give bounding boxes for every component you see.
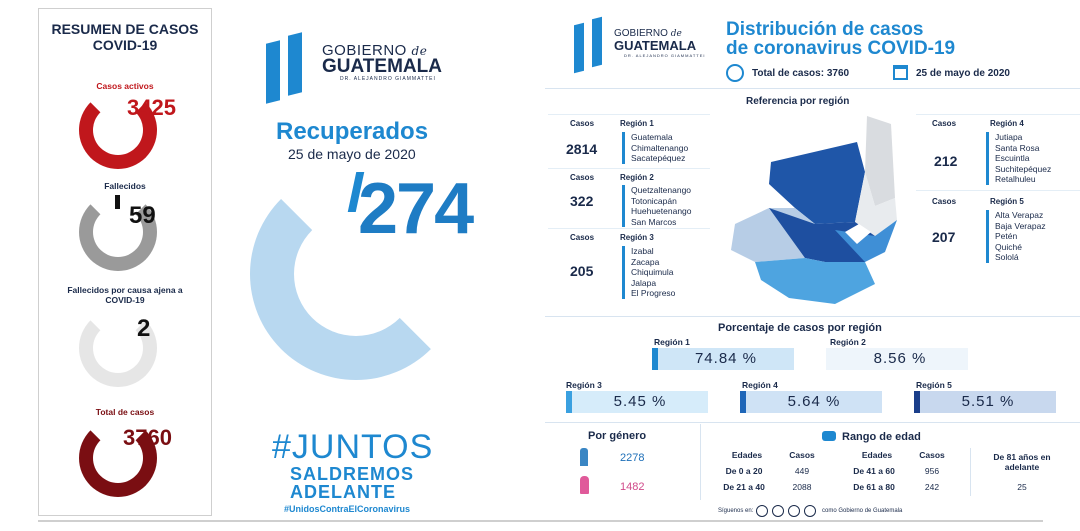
region-4-cases: 212 bbox=[934, 153, 958, 169]
genero-title: Por género bbox=[588, 430, 647, 442]
guatemala-map bbox=[731, 116, 897, 304]
pct-label-5: Región 5 bbox=[916, 380, 952, 390]
divider bbox=[545, 88, 1080, 89]
adelante-text: ADELANTE bbox=[290, 482, 396, 502]
map-lake bbox=[845, 224, 871, 244]
follow-label: Síguenos en: bbox=[718, 508, 754, 514]
recuperados-title: Recuperados bbox=[276, 118, 429, 145]
edad-title: Rango de edad bbox=[842, 431, 921, 443]
region-3-block: Casos 205 Región 3 Izabal Zacapa Chiquim… bbox=[548, 228, 710, 302]
divider-age bbox=[970, 448, 971, 496]
map-region-1 bbox=[769, 208, 875, 262]
juntos-hashtag: #JUNTOS bbox=[272, 428, 434, 466]
region-2-cases: 322 bbox=[570, 193, 594, 209]
region-4-block: Casos 212 Región 4 Jutiapa Santa Rosa Es… bbox=[916, 114, 1080, 190]
map-region-3 bbox=[835, 220, 897, 262]
region-4-deps: Jutiapa Santa Rosa Escuintla Suchitepéqu… bbox=[986, 132, 1051, 185]
total-cases-label: Total de casos: 3760 bbox=[752, 68, 850, 79]
pct-label-1: Región 1 bbox=[654, 337, 690, 347]
footer-hashtag: #UnidosContraElCoronavirus bbox=[284, 504, 411, 514]
facebook-icon[interactable] bbox=[756, 505, 768, 517]
twitter-icon[interactable] bbox=[772, 505, 784, 517]
map-region-north bbox=[855, 172, 897, 236]
activos-label: Casos activos bbox=[96, 81, 154, 91]
pct-title: Porcentaje de casos por región bbox=[718, 322, 882, 334]
follow-handle: como Gobierno de Guatemala bbox=[822, 508, 903, 514]
divider-2 bbox=[545, 316, 1080, 317]
female-count: 1482 bbox=[620, 481, 645, 493]
ajena-label: Fallecidos por causa ajena a COVID-19 bbox=[67, 285, 183, 305]
recuperados-value: 274 bbox=[358, 169, 474, 249]
distribution-title-2: de coronavirus COVID-19 bbox=[726, 38, 956, 59]
right-date: 25 de mayo de 2020 bbox=[916, 68, 1010, 79]
region-3-deps: Izabal Zacapa Chiquimula Jalapa El Progr… bbox=[622, 246, 675, 299]
virus-icon bbox=[726, 64, 744, 82]
people-icon bbox=[822, 431, 836, 441]
government-logo-mark bbox=[266, 28, 316, 104]
map-region-5 bbox=[769, 142, 865, 224]
distribution-title-1: Distribución de casos bbox=[726, 19, 924, 40]
activos-value: 3425 bbox=[127, 95, 176, 120]
fallecidos-value: 59 bbox=[129, 202, 156, 229]
map-peten-east bbox=[865, 116, 895, 206]
bottom-rule bbox=[38, 520, 1043, 522]
logo-gobierno: GOBIERNO de bbox=[322, 42, 428, 59]
total-value: 3760 bbox=[123, 425, 172, 450]
right-logo-mark bbox=[574, 14, 614, 74]
right-logo-gobierno: GOBIERNO de bbox=[614, 28, 682, 39]
region-1-cases: 2814 bbox=[566, 141, 598, 157]
region-2-block: Casos 322 Región 2 Quetzaltenango Totoni… bbox=[548, 168, 710, 228]
right-logo-guatemala: GUATEMALA bbox=[614, 38, 697, 53]
pct-label-4: Región 4 bbox=[742, 380, 778, 390]
total-label: Total de casos bbox=[95, 407, 155, 417]
region-1-block: Casos 2814 Región 1 Guatemala Chimaltena… bbox=[548, 114, 710, 168]
pct-label-3: Región 3 bbox=[566, 380, 602, 390]
over81-label: De 81 años en adelante bbox=[993, 452, 1051, 472]
pct-region-5: 5.51 % bbox=[914, 391, 1056, 413]
fallecidos-label: Fallecidos bbox=[104, 181, 146, 191]
male-count: 2278 bbox=[620, 452, 645, 464]
over81-value: 25 bbox=[1017, 482, 1027, 492]
ref-title: Referencia por región bbox=[746, 96, 850, 107]
pct-region-4: 5.64 % bbox=[740, 391, 882, 413]
region-3-cases: 205 bbox=[570, 263, 594, 279]
divider-v bbox=[700, 424, 701, 500]
region-1-deps: Guatemala Chimaltenango Sacatepéquez bbox=[622, 132, 688, 164]
region-5-cases: 207 bbox=[932, 229, 956, 245]
fallecidos-mark bbox=[115, 195, 120, 209]
summary-title: RESUMEN DE CASOS COVID-19 bbox=[51, 21, 199, 53]
saldremos-text: SALDREMOS bbox=[290, 464, 415, 484]
pct-region-3: 5.45 % bbox=[566, 391, 708, 413]
calendar-icon bbox=[893, 65, 908, 80]
female-icon bbox=[580, 476, 589, 494]
summary-panel: RESUMEN DE CASOS COVID-19 Casos activos … bbox=[38, 8, 212, 516]
male-icon bbox=[580, 448, 588, 466]
pct-label-2: Región 2 bbox=[830, 337, 866, 347]
logo-guatemala: GUATEMALA bbox=[322, 56, 442, 77]
logo-sub: DR. ALEJANDRO GIAMMATTEI bbox=[340, 76, 436, 82]
divider-3 bbox=[545, 422, 1080, 423]
instagram-icon[interactable] bbox=[804, 505, 816, 517]
age-table: Edades Casos Edades Casos De 0 a 20 449 … bbox=[723, 450, 945, 492]
pct-region-2: 8.56 % bbox=[826, 348, 968, 370]
region-5-block: Casos 207 Región 5 Alta Verapaz Baja Ver… bbox=[916, 190, 1080, 266]
youtube-icon[interactable] bbox=[788, 505, 800, 517]
map-region-4 bbox=[755, 258, 875, 304]
recuperados-date: 25 de mayo de 2020 bbox=[288, 146, 416, 162]
right-logo-sub: DR. ALEJANDRO GIAMMATTEI bbox=[624, 53, 706, 58]
region-2-deps: Quetzaltenango Totonicapán Huehuetenango… bbox=[622, 185, 692, 227]
pct-region-1: 74.84 % bbox=[652, 348, 794, 370]
region-5-deps: Alta Verapaz Baja Verapaz Petén Quiché S… bbox=[986, 210, 1046, 263]
ajena-value: 2 bbox=[137, 315, 151, 342]
